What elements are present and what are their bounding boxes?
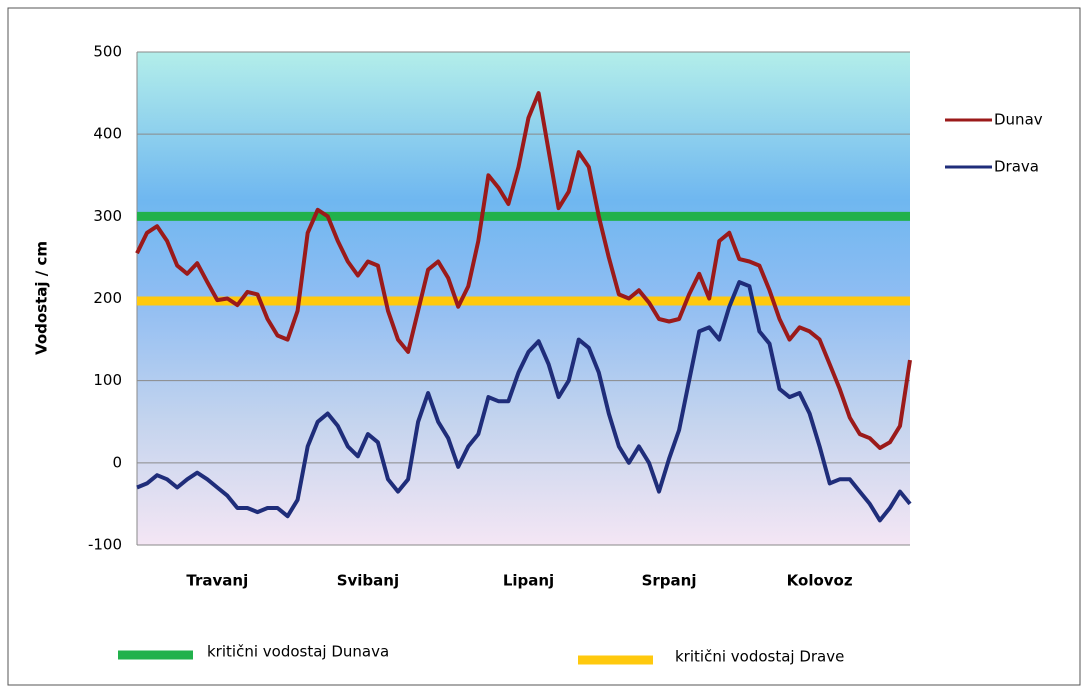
y-tick-label: 500 bbox=[93, 43, 122, 61]
legend-label: Dunav bbox=[994, 111, 1043, 129]
x-tick-label: Kolovoz bbox=[787, 572, 853, 590]
series-line bbox=[136, 280, 912, 523]
y-tick-label: 400 bbox=[93, 125, 122, 143]
y-tick-label: 100 bbox=[93, 371, 122, 389]
series-line bbox=[135, 91, 912, 450]
y-tick-label: 300 bbox=[93, 207, 122, 225]
x-tick-label: Srpanj bbox=[642, 572, 697, 590]
legend-label: Drava bbox=[994, 158, 1039, 176]
x-tick-label: Svibanj bbox=[337, 572, 399, 590]
legend-label: kritični vodostaj Dunava bbox=[207, 643, 389, 661]
x-tick-label: Travanj bbox=[186, 572, 248, 590]
y-tick-label: -100 bbox=[88, 536, 122, 554]
y-tick-label: 200 bbox=[93, 289, 122, 307]
y-tick-label: 0 bbox=[112, 453, 122, 471]
y-axis-label: Vodostaj / cm bbox=[33, 241, 51, 355]
x-tick-label: Lipanj bbox=[503, 572, 554, 590]
legend-label: kritični vodostaj Drave bbox=[675, 648, 844, 666]
